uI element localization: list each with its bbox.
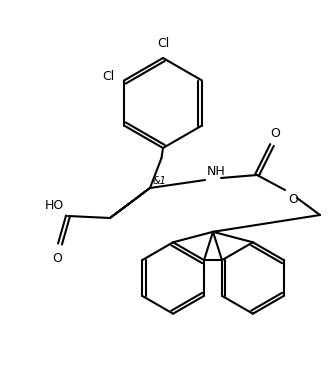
Text: O: O (288, 193, 298, 206)
Text: O: O (52, 252, 62, 265)
Text: Cl: Cl (157, 37, 169, 50)
Text: O: O (270, 127, 280, 140)
Text: NH: NH (207, 165, 226, 178)
Text: &1: &1 (153, 176, 167, 186)
Text: Cl: Cl (102, 70, 114, 83)
Text: HO: HO (45, 199, 64, 212)
